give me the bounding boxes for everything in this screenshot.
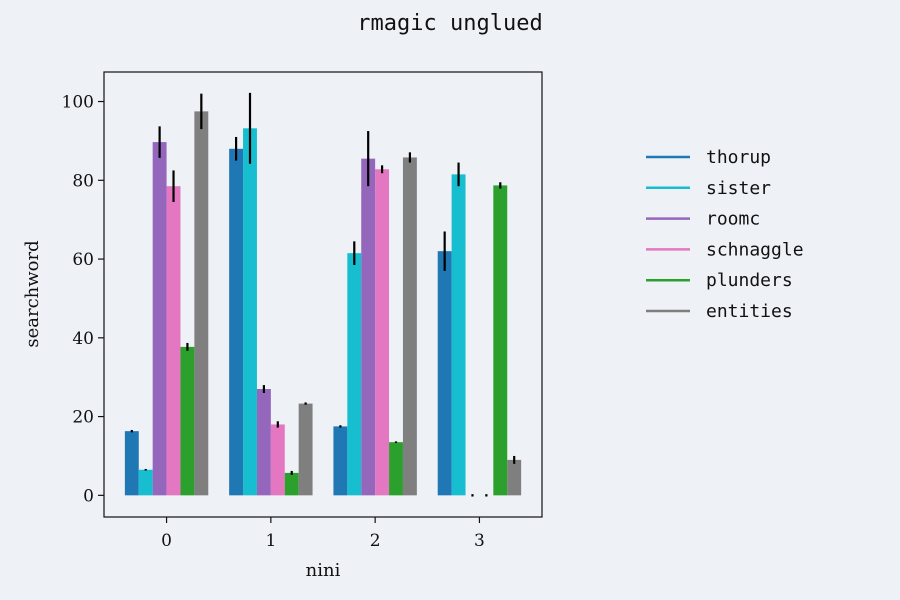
bar-sister-0 [138,469,153,496]
bar-roomc-2 [361,158,376,496]
y-axis: 0 20 40 60 80 100 [62,93,104,506]
legend-label-plunders: plunders [706,270,793,291]
bar-roomc-0 [152,142,167,496]
y-tick-label-80: 80 [72,171,94,191]
bar-entities-2 [402,157,417,496]
bar-schnaggle-1 [270,424,285,496]
y-axis-label: searchword [22,240,43,347]
y-tick-label-0: 0 [83,486,94,506]
bar-entities-3 [507,459,522,496]
legend-label-roomc: roomc [706,209,760,230]
x-tick-label-3: 3 [474,531,485,551]
bar-plunders-1 [284,472,299,496]
bar-schnaggle-2 [375,169,390,496]
legend-label-thorup: thorup [706,147,771,168]
bar-sister-1 [243,128,257,496]
chart-title: rmagic unglued [357,11,542,36]
legend-label-entities: entities [706,301,793,322]
bar-thorup-0 [124,431,139,496]
bar-thorup-3 [437,251,452,496]
x-axis: 0 1 2 3 [161,517,485,551]
bar-entities-1 [298,403,313,496]
bar-sister-3 [451,174,466,496]
x-tick-label-0: 0 [161,531,172,551]
bar-thorup-1 [229,148,244,496]
bar-schnaggle-0 [166,186,181,496]
bars-layer [124,111,522,496]
y-tick-label-20: 20 [72,408,94,428]
legend-label-schnaggle: schnaggle [706,239,804,260]
bar-plunders-2 [389,442,403,496]
legend-label-sister: sister [706,178,771,199]
y-tick-label-40: 40 [72,329,94,349]
bar-sister-2 [347,253,362,496]
bar-plunders-0 [180,346,195,496]
x-axis-label: nini [306,560,341,581]
x-tick-label-1: 1 [265,531,276,551]
bar-entities-0 [194,111,209,496]
bar-plunders-3 [493,185,508,496]
plot-area [103,71,543,518]
y-tick-label-100: 100 [62,93,94,113]
errorbars-layer [130,92,516,497]
bar-thorup-2 [333,426,348,496]
bar-roomc-1 [256,389,271,496]
y-tick-label-60: 60 [72,250,94,270]
x-tick-label-2: 2 [370,531,381,551]
legend: thorup sister roomc schnaggle plunders entiti… [646,147,804,322]
